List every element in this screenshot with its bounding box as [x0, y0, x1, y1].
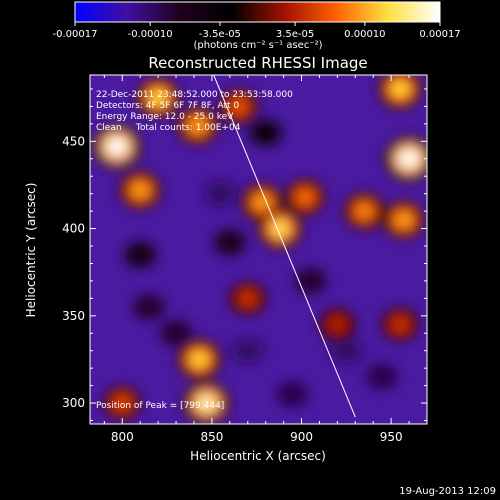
- colorbar-units-label: (photons cm⁻² s⁻¹ asec⁻²): [193, 40, 322, 51]
- colorbar-tick-label: 0.00017: [419, 29, 460, 40]
- source-core: [395, 212, 412, 228]
- source-core: [393, 318, 407, 331]
- source-core: [391, 81, 409, 97]
- source-core: [241, 292, 255, 305]
- annotation-block: 22-Dec-2011 23:48:52.000 to 23:53:58.000…: [96, 90, 293, 411]
- solar-limb-line: [213, 75, 356, 418]
- dark-source-blob: [294, 267, 327, 294]
- source-core: [297, 190, 313, 205]
- footer-timestamp: 19-Aug-2013 12:09: [399, 486, 496, 497]
- source-core: [189, 118, 206, 133]
- dark-source-blob: [213, 229, 246, 256]
- annotation-energy: Energy Range: 12.0 - 25.0 keV: [96, 112, 234, 122]
- annotation-detectors: Detectors: 4F 5F 6F 7F 8F, Att 0: [96, 101, 239, 111]
- y-tick-label: 350: [62, 309, 85, 323]
- y-tick-label: 450: [62, 134, 85, 148]
- x-tick-label: 850: [200, 430, 223, 444]
- chart-title: Reconstructed RHESSI Image: [148, 54, 367, 72]
- x-tick-label: 950: [380, 430, 403, 444]
- dark-source-blob: [276, 381, 309, 408]
- source-core: [254, 195, 271, 210]
- y-axis-label: Heliocentric Y (arcsec): [24, 183, 38, 318]
- colorbar-tick-label: -3.5e-05: [199, 29, 241, 40]
- source-core: [115, 396, 130, 410]
- dark-source-blob: [249, 119, 282, 146]
- y-tick-label: 400: [62, 222, 85, 236]
- source-core: [331, 318, 344, 331]
- plot-frame: [89, 74, 428, 425]
- source-core: [231, 99, 246, 114]
- y-tick-label: 300: [62, 396, 85, 410]
- annotation-peak: Position of Peak = [799,444]: [96, 401, 224, 411]
- annotation-time: 22-Dec-2011 23:48:52.000 to 23:53:58.000: [96, 90, 293, 100]
- x-axis-label: Heliocentric X (arcsec): [190, 449, 326, 463]
- colorbar-tick-label: 3.5e-05: [276, 29, 314, 40]
- source-core: [197, 394, 216, 412]
- annotation-clean: Clean Total counts: 1.00E+04: [96, 123, 241, 133]
- dark-source-blob: [133, 294, 166, 321]
- dark-source-blob: [124, 241, 157, 268]
- bright-sources: [92, 75, 427, 424]
- dark-source-blob: [204, 180, 237, 207]
- source-core: [190, 351, 208, 368]
- source-core: [356, 203, 372, 219]
- source-core: [106, 137, 127, 156]
- colorbar-tick-label: 0.00010: [344, 29, 385, 40]
- source-core: [132, 182, 149, 198]
- colorbar-ticks: -0.00017 -0.00010 -3.5e-05 3.5e-05 0.00010 0.…: [53, 22, 461, 40]
- x-tick-label: 800: [111, 430, 134, 444]
- colorbar-tick-label: -0.00017: [53, 29, 98, 40]
- source-core: [399, 149, 420, 168]
- x-tick-label: 900: [290, 430, 313, 444]
- dark-source-blob: [366, 363, 399, 390]
- x-axis: 800 850 900 950: [103, 75, 428, 444]
- colorbar-tick-label: -0.00010: [128, 29, 173, 40]
- source-core: [149, 89, 167, 106]
- colorbar: -0.00017 -0.00010 -3.5e-05 3.5e-05 0.00010 0.…: [53, 1, 461, 51]
- heatmap-image: [90, 75, 427, 424]
- dark-sources: [124, 119, 399, 408]
- dark-source-blob: [231, 337, 264, 364]
- dark-source-blob: [160, 320, 193, 347]
- y-axis: 300 350 400 450: [62, 88, 427, 422]
- colorbar-strip: [74, 1, 441, 23]
- dark-source-blob: [330, 337, 363, 364]
